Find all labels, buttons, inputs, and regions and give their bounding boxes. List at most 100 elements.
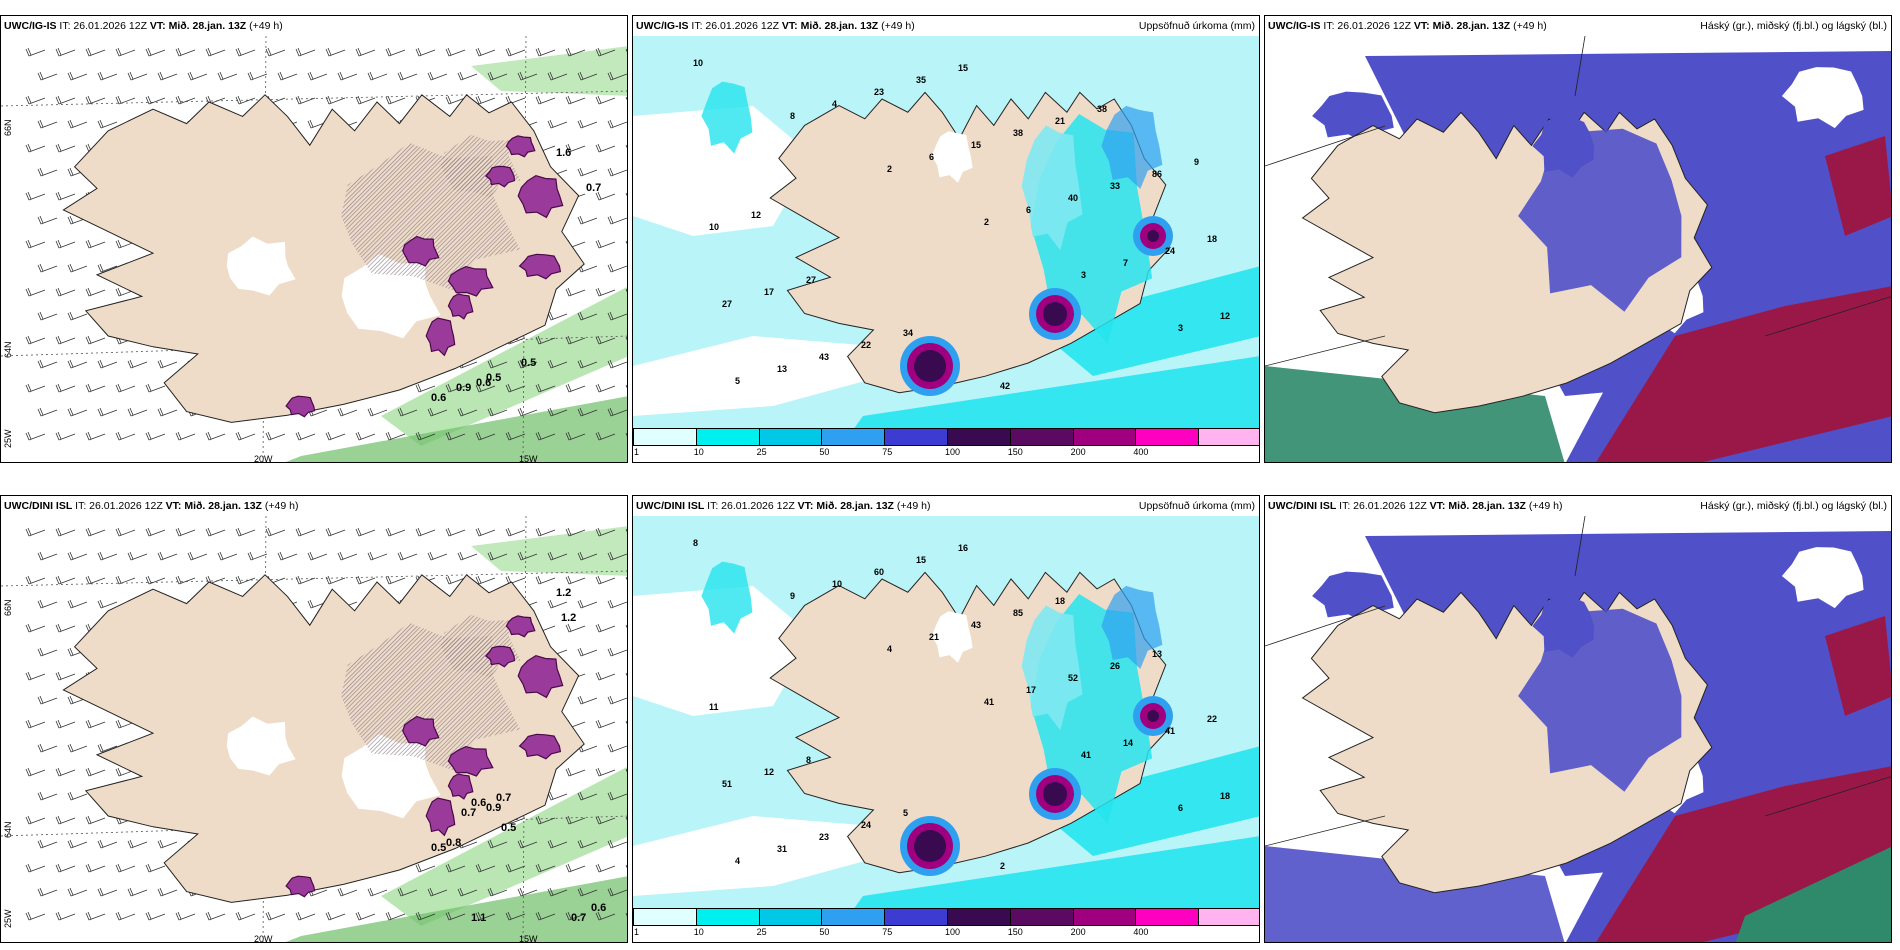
wind-swath [286,876,627,942]
colorbar-tick: 25 [756,447,767,457]
colorbar-swatch [821,428,886,446]
precip-label: 86 [1152,169,1162,179]
colorbar-swatch [1072,908,1137,926]
precip-label: 14 [1123,738,1133,748]
precip-core [1147,230,1159,242]
precip-label: 31 [777,844,787,854]
precip-core [1147,710,1159,722]
precip-label: 38 [1097,104,1107,114]
precip-band [1101,105,1163,189]
precip-cell [425,797,456,837]
lon-corner-label: 25W [3,429,13,448]
precip-map: 1082233546671213231540242743353833181722… [633,36,1259,430]
high-cloud [1825,616,1891,716]
lat-label: 66N [3,119,13,136]
clear-patch [1781,67,1864,129]
boundary-line [1265,335,1386,367]
panel-header: UWC/IG-IS IT: 26.01.2026 12Z VT: Mið. 28… [1265,16,1891,36]
wind-label: 1.6 [556,147,571,159]
wind-label: 1.2 [561,612,576,624]
lat-label: 64N [3,821,13,838]
precip-label: 4 [832,99,837,109]
colorbar-swatch [1009,428,1074,446]
precip-label: 6 [929,152,934,162]
colorbar-swatch [821,908,886,926]
precip-cell [285,395,316,418]
precip-cell [402,235,440,267]
colorbar-swatch [1135,428,1200,446]
precip-label: 27 [806,275,816,285]
wind-label: 0.9 [456,382,471,394]
colorbar: 1 10 25 50 75 100 150 200 400 [633,908,1259,942]
precip-label: 27 [722,299,732,309]
precip-cell [517,174,564,219]
precip-cell [447,773,474,800]
mid-cloud [1532,116,1594,178]
precip-cell [518,253,562,280]
precip-label: 8 [806,755,811,765]
precip-cell [485,645,516,668]
precip-label: 22 [1207,714,1217,724]
precip-label: 35 [916,75,926,85]
precip-label: 16 [958,543,968,553]
precip-label: 12 [1220,311,1230,321]
precip-label: 23 [819,832,829,842]
precip-core [1043,302,1067,326]
boundary-line [1265,605,1386,647]
snow-patch [226,716,296,776]
boundary-line [1764,776,1891,817]
colorbar-tick: 10 [693,927,704,937]
precip-label: 51 [722,779,732,789]
precip-cell [447,293,474,320]
colorbar-tick: 50 [819,927,830,937]
low-cloud [1265,366,1565,462]
precip-cell [505,135,536,158]
wind-label: 0.9 [486,802,501,814]
boundary-line [1265,815,1386,847]
colorbar-tick: 400 [1133,447,1149,457]
wind-label: 0.5 [431,842,446,854]
dry-area [633,816,883,896]
wind-label: 0.7 [571,912,586,924]
colorbar-tick: 100 [945,927,961,937]
colorbar-tick: 50 [819,447,830,457]
precip-label: 4 [887,644,892,654]
boundary-line [1574,516,1586,577]
wind-swath [381,767,627,926]
boundary-line [1574,36,1586,97]
wind-label: 0.7 [496,792,511,804]
lon-corner-label: 25W [3,909,13,928]
precip-label: 15 [958,63,968,73]
colorbar-swatch [633,428,697,446]
lon-label: 15W [519,454,538,463]
precip-band [1033,746,1259,856]
precip-core [914,350,946,382]
precip-label: 42 [1000,381,1010,391]
cloud-panel-ig: UWC/IG-IS IT: 26.01.2026 12Z VT: Mið. 28… [1264,15,1892,463]
lat-label: 64N [3,341,13,358]
high-cloud [1596,286,1891,462]
colorbar-swatch [884,428,948,446]
precip-label: 8 [790,111,795,121]
colorbar-tick: 150 [1007,927,1023,937]
precip-label: 43 [971,620,981,630]
cloud-panel-dini: UWC/DINI ISL IT: 26.01.2026 12Z VT: Mið.… [1264,495,1892,943]
dry-area [633,336,883,416]
precip-band [1101,585,1163,669]
panel-header: UWC/IG-IS IT: 26.01.2026 12Z VT: Mið. 28… [4,20,283,32]
precip-label: 23 [874,87,884,97]
precip-label: 2 [984,217,989,227]
wind-label: 0.5 [486,372,501,384]
precip-label: 18 [1055,596,1065,606]
precip-label: 6 [1026,205,1031,215]
precip-band [701,561,753,634]
precip-core [914,830,946,862]
precip-core [1043,782,1067,806]
graticule-line [522,516,527,942]
precip-label: 4 [735,856,740,866]
precip-label: 21 [1055,116,1065,126]
colorbar-tick: 200 [1070,927,1086,937]
colorbar-swatch [1072,428,1137,446]
wind-label: 0.6 [471,797,486,809]
precip-label: 60 [874,567,884,577]
